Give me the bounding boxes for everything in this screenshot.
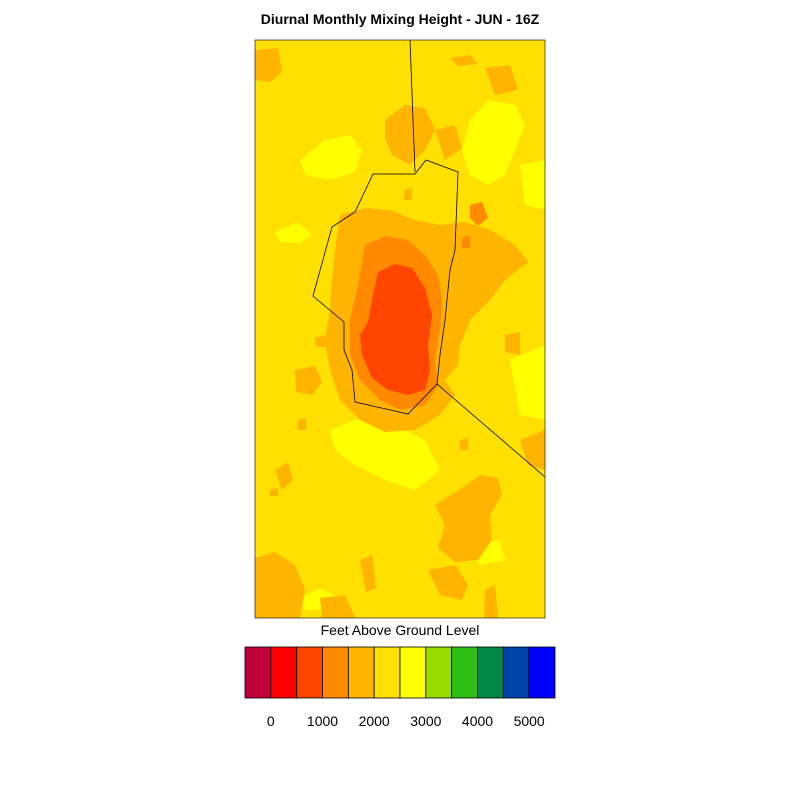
contour-1500-2000-patch [275, 462, 293, 490]
contour-2500-3000-patch [520, 160, 545, 210]
contour-1500-2000-patch [255, 552, 305, 618]
contour-1500-2000-patch [435, 475, 502, 562]
boundary-lines [312, 40, 545, 478]
contour-2500-3000-patch [510, 345, 545, 420]
contour-1500-2000-patch [270, 488, 278, 496]
contour-2500-3000-patch [275, 222, 312, 243]
contour-1500-2000-patch [428, 565, 468, 600]
legend-title: Feet Above Ground Level [320, 622, 480, 638]
contour-1500-2000-patch [295, 366, 322, 395]
contour-1500-2000-patch [484, 585, 498, 618]
contour-1500-2000-patch [485, 65, 518, 95]
contour-1500-2000-patch [520, 430, 545, 470]
contour-2500-3000-patch [300, 135, 362, 180]
contour-1500-2000-patch [360, 555, 376, 592]
contour-1000-1500-patch [462, 235, 470, 248]
contour-1500-2000-patch [315, 335, 326, 347]
contour-1500-2000-patch [255, 48, 282, 82]
chart-title: Diurnal Monthly Mixing Height - JUN - 16… [260, 11, 540, 27]
contour-1500-2000-patch [435, 125, 462, 160]
contour-1500-2000-patch [460, 438, 468, 450]
contour-1000-1500-patch [470, 202, 488, 226]
contour-fill-layer [255, 40, 545, 618]
contour-1500-2000-patch [404, 188, 412, 200]
contour-1500-2000-patch [298, 418, 306, 430]
contour-1500-2000-patch [505, 332, 520, 355]
contour-1500-2000-patch [320, 595, 355, 618]
contour-500-1000-core [360, 264, 432, 395]
contour-1500-2000-patch [385, 105, 435, 165]
plot-frame [254, 39, 546, 619]
contour-1500-2000-patch [450, 55, 478, 66]
contour-2500-3000-patch [330, 418, 440, 490]
state-boundary-line [436, 383, 545, 478]
lake-shoreline [312, 159, 459, 415]
contour-2500-3000-patch [462, 100, 525, 185]
state-boundary-line [409, 40, 416, 173]
